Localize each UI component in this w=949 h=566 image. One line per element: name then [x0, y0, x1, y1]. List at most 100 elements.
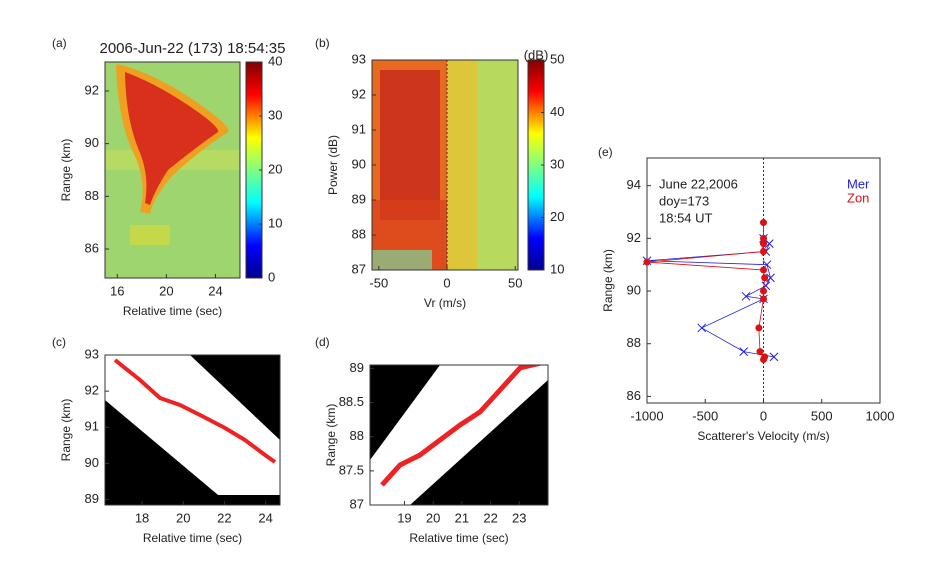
marker	[766, 273, 775, 283]
x-tick-label: 0	[760, 408, 767, 423]
marker	[756, 348, 764, 356]
heatmap-image	[105, 62, 240, 278]
colorbar-tick-label: 10	[268, 215, 282, 230]
x-tick-label: 21	[455, 510, 469, 525]
y-tick-label: 88	[352, 226, 366, 241]
y-tick-label: 92	[627, 230, 641, 245]
y-axis-label: Range (km)	[601, 249, 615, 312]
colorbar-tick-label: 40	[268, 53, 282, 68]
y-tick-label: 93	[352, 51, 366, 66]
colorbar-tick-label: 10	[550, 261, 564, 276]
panel-label: (c)	[52, 335, 66, 349]
marker	[739, 347, 749, 356]
x-tick-label: 16	[110, 283, 124, 298]
series-line	[646, 222, 766, 360]
panel-label: (e)	[598, 145, 613, 159]
y-tick-label: 87.5	[339, 462, 364, 477]
x-tick-label: 20	[159, 283, 173, 298]
panel-label: (a)	[52, 36, 67, 50]
x-tick-label: 20	[426, 510, 440, 525]
x-tick-label: 23	[512, 510, 526, 525]
x-tick-label: 20	[176, 510, 190, 525]
x-tick-label: 18	[135, 510, 149, 525]
x-tick-label: 19	[397, 510, 411, 525]
y-tick-label: 94	[627, 177, 641, 192]
y-tick-label: 90	[352, 156, 366, 171]
y-tick-label: 88.5	[339, 394, 364, 409]
heatmap-image	[105, 355, 280, 505]
colorbar-tick-label: 40	[550, 104, 564, 119]
marker	[764, 239, 774, 248]
colorbar-tick-label: 20	[268, 161, 282, 176]
y-tick-label: 92	[352, 86, 366, 101]
annotation: doy=173	[659, 193, 709, 208]
heatmap-image	[370, 365, 548, 505]
y-tick-label: 89	[352, 191, 366, 206]
legend-label: Zon	[847, 190, 869, 205]
marker	[760, 287, 767, 295]
marker	[643, 258, 651, 266]
plot-frame	[104, 354, 281, 506]
x-tick-label: 0	[443, 275, 450, 290]
x-tick-label: 22	[217, 510, 231, 525]
x-tick-label: -1000	[630, 408, 663, 423]
x-axis-label: Vr (m/s)	[424, 296, 466, 310]
marker	[769, 352, 779, 362]
x-axis-label: Relative time (sec)	[123, 304, 222, 318]
x-axis-label: Scatterer's Velocity (m/s)	[697, 429, 829, 443]
y-tick-label: 89	[85, 491, 99, 506]
y-tick-label: 87	[350, 496, 364, 511]
x-tick-label: -500	[692, 408, 718, 423]
y-tick-label: 88	[85, 188, 99, 203]
marker	[760, 266, 767, 274]
marker	[760, 356, 767, 364]
y-tick-label: 91	[85, 419, 99, 434]
colorbar-label: (dB)	[524, 47, 549, 62]
y-axis-label: Power (dB)	[326, 135, 340, 195]
y-axis-label: Range (km)	[59, 399, 73, 462]
x-tick-label: 24	[208, 283, 222, 298]
y-axis-label: Range (km)	[324, 404, 338, 467]
colorbar-tick-label: 0	[268, 269, 275, 284]
y-tick-label: 86	[627, 388, 641, 403]
y-tick-label: 86	[85, 240, 99, 255]
annotation: 18:54 UT	[659, 210, 713, 225]
y-tick-label: 92	[85, 82, 99, 97]
colorbar-tick-label: 30	[550, 156, 564, 171]
heatmap-image	[372, 60, 518, 270]
marker	[697, 323, 707, 333]
y-tick-label: 90	[627, 282, 641, 297]
y-tick-label: 88	[627, 335, 641, 350]
marker	[755, 324, 763, 332]
panel-label: (b)	[315, 36, 330, 50]
x-tick-label: 500	[811, 408, 833, 423]
marker	[760, 248, 767, 256]
legend-label: Mer	[847, 176, 870, 191]
y-tick-label: 88	[350, 428, 364, 443]
marker	[760, 295, 767, 303]
colorbar-tick-label: 30	[268, 107, 282, 122]
y-tick-label: 87	[352, 261, 366, 276]
colorbar-tick-label: 20	[550, 209, 564, 224]
plot-frame	[369, 364, 549, 506]
marker	[760, 234, 767, 242]
x-tick-label: 50	[508, 275, 522, 290]
marker	[760, 219, 767, 227]
chart-title: 2006-Jun-22 (173) 18:54:35	[100, 40, 286, 57]
y-tick-label: 92	[85, 383, 99, 398]
colorbar-tick-label: 50	[550, 51, 564, 66]
marker	[760, 240, 767, 248]
marker	[761, 274, 769, 282]
x-axis-label: Relative time (sec)	[143, 531, 242, 545]
y-tick-label: 93	[85, 346, 99, 361]
y-tick-label: 91	[352, 121, 366, 136]
x-tick-label: 24	[258, 510, 272, 525]
marker	[741, 291, 751, 301]
plot-frame	[104, 61, 241, 279]
y-tick-label: 90	[85, 135, 99, 150]
x-tick-label: 22	[483, 510, 497, 525]
x-tick-label: -50	[369, 275, 388, 290]
y-tick-label: 90	[85, 455, 99, 470]
y-axis-label: Range (km)	[59, 139, 73, 202]
